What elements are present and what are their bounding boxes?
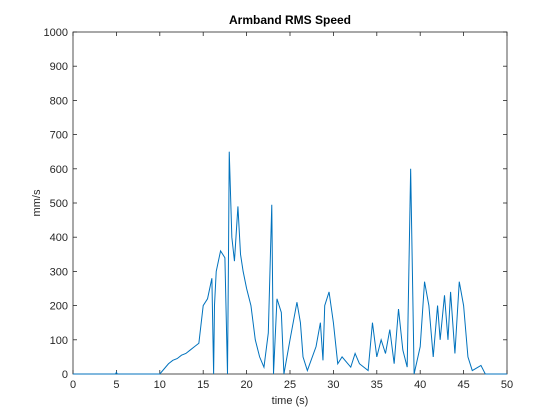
y-tick-label: 700 <box>50 130 68 142</box>
y-tick-label: 200 <box>50 301 68 313</box>
x-tick-label: 45 <box>457 379 469 391</box>
x-tick-label: 15 <box>197 379 209 391</box>
x-tick-label: 30 <box>327 379 339 391</box>
y-tick-label: 800 <box>50 95 68 107</box>
y-tick-label: 900 <box>50 61 68 73</box>
x-tick-label: 20 <box>240 379 252 391</box>
y-tick-label: 100 <box>50 335 68 347</box>
y-tick-label: 500 <box>50 198 68 210</box>
x-tick-label: 5 <box>113 379 119 391</box>
x-axis-label: time (s) <box>272 395 309 407</box>
y-axis-label: mm/s <box>31 189 43 216</box>
x-tick-label: 0 <box>70 379 76 391</box>
y-tick-label: 600 <box>50 164 68 176</box>
y-tick-label: 400 <box>50 232 68 244</box>
y-tick-label: 1000 <box>44 27 68 39</box>
y-tick-label: 0 <box>62 369 68 381</box>
x-tick-label: 25 <box>284 379 296 391</box>
data-line <box>73 151 507 375</box>
x-tick-label: 35 <box>371 379 383 391</box>
chart-title: Armband RMS Speed <box>229 13 351 27</box>
y-tick-label: 300 <box>50 266 68 278</box>
x-tick-label: 40 <box>414 379 426 391</box>
x-tick-label: 10 <box>154 379 166 391</box>
x-tick-label: 50 <box>501 379 513 391</box>
